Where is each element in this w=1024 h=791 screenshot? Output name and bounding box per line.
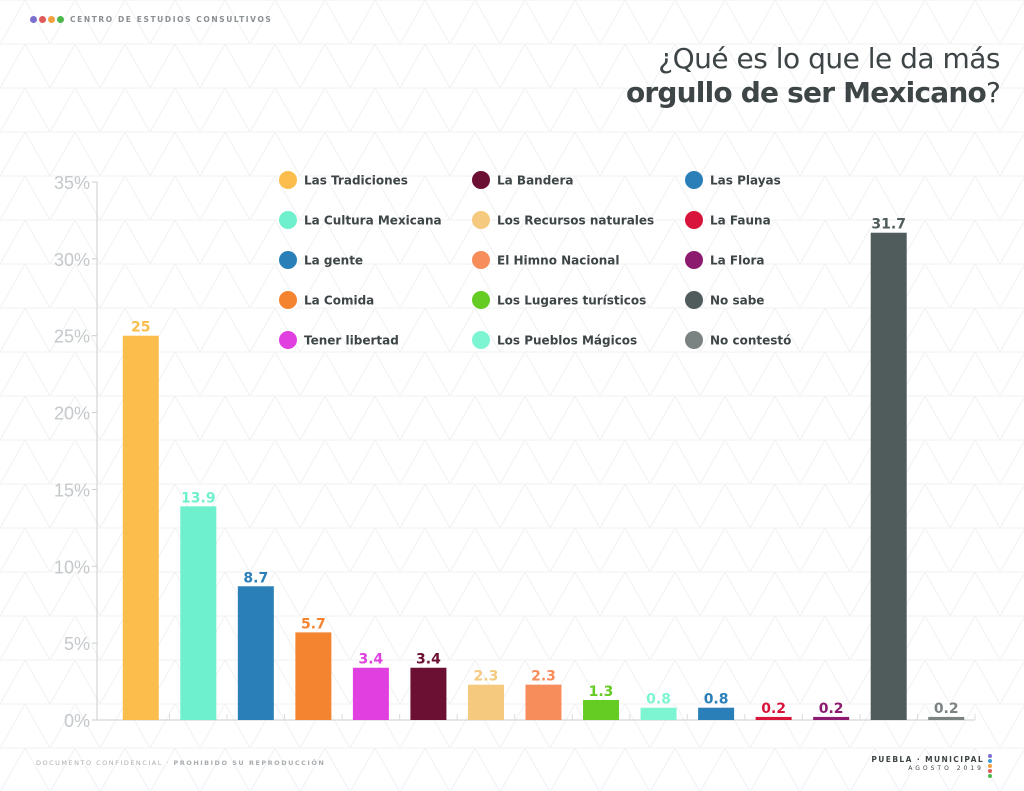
legend-swatch xyxy=(472,211,490,229)
bar xyxy=(352,667,389,720)
footer-dot xyxy=(988,754,992,758)
legend-swatch xyxy=(279,291,297,309)
bar xyxy=(237,586,274,720)
chart-title-suffix: ? xyxy=(985,76,1001,109)
bar xyxy=(180,506,217,720)
y-tick-label: 0% xyxy=(64,711,90,731)
y-tick-label: 35% xyxy=(54,173,90,193)
legend-label: Tener libertad xyxy=(304,334,399,348)
legend-swatch xyxy=(685,331,703,349)
footer-left-bold: PROHIBIDO SU REPRODUCCIÓN xyxy=(173,759,326,767)
brand-dot xyxy=(57,16,64,23)
legend-label: Las Playas xyxy=(710,174,781,188)
bar xyxy=(467,684,504,720)
bar-value-label: 2.3 xyxy=(474,669,499,685)
legend-label: Las Tradiciones xyxy=(304,174,408,188)
brand-dots-icon xyxy=(30,16,64,23)
bar xyxy=(295,632,332,720)
bar xyxy=(698,707,735,720)
legend-label: El Himno Nacional xyxy=(497,254,619,268)
y-tick-label: 20% xyxy=(54,404,90,424)
chart-title-line1: ¿Qué es lo que le da más xyxy=(658,42,1000,75)
org-name: CENTRO DE ESTUDIOS CONSULTIVOS xyxy=(70,15,273,24)
legend-label: La Comida xyxy=(304,294,374,308)
legend-swatch xyxy=(472,171,490,189)
chart-title-line2: orgullo de ser Mexicano? xyxy=(625,76,1001,110)
legend-swatch xyxy=(472,331,490,349)
bar xyxy=(813,716,850,720)
legend-label: La gente xyxy=(304,254,363,268)
y-tick-label: 15% xyxy=(54,480,90,500)
bar xyxy=(410,667,447,720)
chart-title: ¿Qué es lo que le da más orgullo de ser … xyxy=(625,42,1001,110)
bar xyxy=(870,232,907,720)
legend-swatch xyxy=(279,331,297,349)
bar-value-label: 8.7 xyxy=(243,570,268,586)
legend-swatch xyxy=(472,291,490,309)
bar-value-label: 0.8 xyxy=(704,692,729,708)
bar xyxy=(640,707,677,720)
legend-label: La Flora xyxy=(710,254,765,268)
legend-label: Los Recursos naturales xyxy=(497,214,654,228)
bar xyxy=(928,716,965,720)
legend-swatch xyxy=(279,211,297,229)
footer-dot xyxy=(988,759,992,763)
legend-label: La Fauna xyxy=(710,214,771,228)
legend-swatch xyxy=(685,211,703,229)
footer-left-prefix: DOCUMENTO CONFIDENCIAL · xyxy=(36,759,174,767)
footer-location-line2: AGOSTO 2019 xyxy=(908,765,984,772)
legend-label: Los Lugares turísticos xyxy=(497,294,646,308)
bar-value-label: 3.4 xyxy=(416,652,441,668)
bar-value-label: 1.3 xyxy=(589,684,614,700)
legend-swatch xyxy=(279,171,297,189)
legend-swatch xyxy=(472,251,490,269)
bar xyxy=(755,716,792,720)
y-tick-label: 5% xyxy=(64,634,90,654)
legend-label: La Bandera xyxy=(497,174,573,188)
footer-dot xyxy=(988,764,992,768)
bar-value-label: 2.3 xyxy=(531,669,556,685)
footer-location-line1: PUEBLA · MUNICIPAL xyxy=(871,755,984,764)
bar xyxy=(525,684,562,720)
legend-label: No contestó xyxy=(710,334,791,348)
bar xyxy=(583,700,620,720)
bar-value-label: 25 xyxy=(131,320,150,336)
top-header: CENTRO DE ESTUDIOS CONSULTIVOS xyxy=(30,15,272,24)
y-tick-label: 30% xyxy=(54,250,90,270)
legend-swatch xyxy=(685,171,703,189)
footer-location: PUEBLA · MUNICIPAL AGOSTO 2019 xyxy=(871,755,984,772)
bar-value-label: 0.8 xyxy=(646,692,671,708)
legend-label: Los Pueblos Mágicos xyxy=(497,334,637,348)
bar-value-label: 5.7 xyxy=(301,616,326,632)
brand-dot xyxy=(39,16,46,23)
legend-label: La Cultura Mexicana xyxy=(304,214,442,228)
brand-dot xyxy=(30,16,37,23)
bar-value-label: 31.7 xyxy=(871,217,906,233)
footer-dot xyxy=(988,774,992,778)
legend-swatch xyxy=(685,291,703,309)
brand-dot xyxy=(48,16,55,23)
bar-value-label: 13.9 xyxy=(181,490,216,506)
bar-value-label: 0.2 xyxy=(761,701,786,717)
chart-title-line2-bold: orgullo de ser Mexicano xyxy=(625,76,987,109)
footer-dots-icon xyxy=(988,754,992,778)
bar-value-label: 0.2 xyxy=(934,701,959,717)
y-tick-label: 10% xyxy=(54,557,90,577)
legend-label: No sabe xyxy=(710,294,764,308)
bar-value-label: 3.4 xyxy=(358,652,383,668)
legend-swatch xyxy=(685,251,703,269)
y-tick-label: 25% xyxy=(54,327,90,347)
footer-confidential: DOCUMENTO CONFIDENCIAL · PROHIBIDO SU RE… xyxy=(36,759,325,767)
footer-dot xyxy=(988,769,992,773)
bar xyxy=(122,335,159,720)
bar-value-label: 0.2 xyxy=(819,701,844,717)
legend-swatch xyxy=(279,251,297,269)
